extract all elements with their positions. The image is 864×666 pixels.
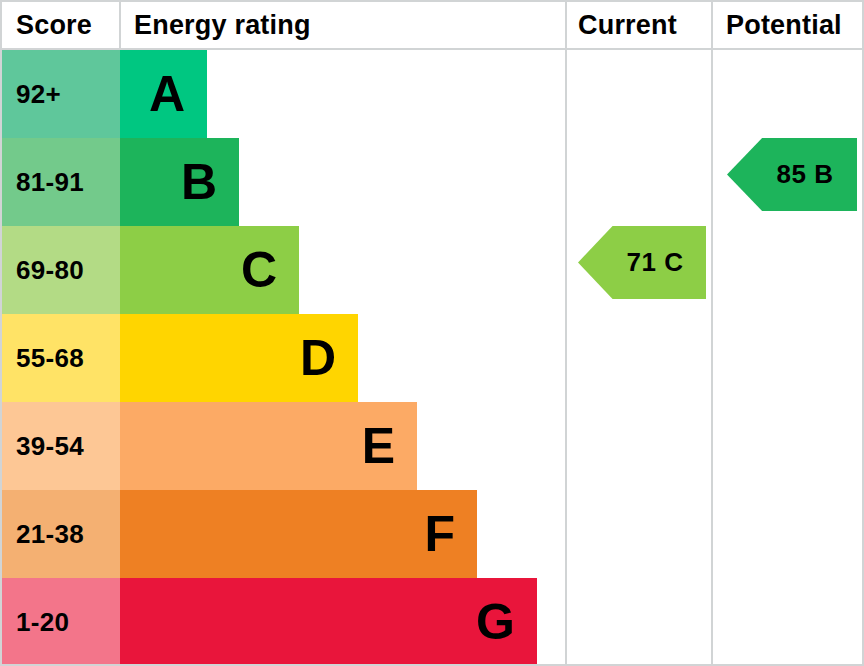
grade-letter-g: G xyxy=(476,597,515,647)
band-row-a: 92+ A xyxy=(2,50,862,138)
rating-bar-f: F xyxy=(120,490,477,578)
potential-rating-label: 85 B xyxy=(777,159,834,190)
score-range-c: 69-80 xyxy=(2,226,120,314)
band-row-g: 1-20 G xyxy=(2,578,862,666)
score-range-b: 81-91 xyxy=(2,138,120,226)
band-row-b: 81-91 B xyxy=(2,138,862,226)
rating-bar-d: D xyxy=(120,314,358,402)
band-row-d: 55-68 D xyxy=(2,314,862,402)
chart-body: 92+ A 81-91 B 69-80 C 55-68 D 39-54 E 21-38 F 1-20 G xyxy=(2,50,862,664)
header-score: Score xyxy=(16,2,92,48)
rating-bar-g: G xyxy=(120,578,537,666)
chart-header: Score Energy rating Current Potential xyxy=(2,2,862,50)
current-rating-label: 71 C xyxy=(627,247,684,278)
score-range-g: 1-20 xyxy=(2,578,120,666)
score-range-a: 92+ xyxy=(2,50,120,138)
grade-letter-a: A xyxy=(149,69,185,119)
band-row-e: 39-54 E xyxy=(2,402,862,490)
score-range-e: 39-54 xyxy=(2,402,120,490)
header-energy-rating: Energy rating xyxy=(134,2,311,48)
rating-bar-e: E xyxy=(120,402,417,490)
header-current: Current xyxy=(578,2,677,48)
grade-letter-c: C xyxy=(241,245,277,295)
band-row-f: 21-38 F xyxy=(2,490,862,578)
rating-bar-c: C xyxy=(120,226,299,314)
score-range-d: 55-68 xyxy=(2,314,120,402)
grade-letter-b: B xyxy=(181,157,217,207)
band-row-c: 69-80 C xyxy=(2,226,862,314)
epc-rating-chart: Score Energy rating Current Potential 92… xyxy=(0,0,864,666)
header-potential: Potential xyxy=(726,2,842,48)
grade-letter-e: E xyxy=(362,421,395,471)
grade-letter-d: D xyxy=(300,333,336,383)
rating-bar-b: B xyxy=(120,138,239,226)
rating-bar-a: A xyxy=(120,50,207,138)
grade-letter-f: F xyxy=(424,509,455,559)
score-range-f: 21-38 xyxy=(2,490,120,578)
